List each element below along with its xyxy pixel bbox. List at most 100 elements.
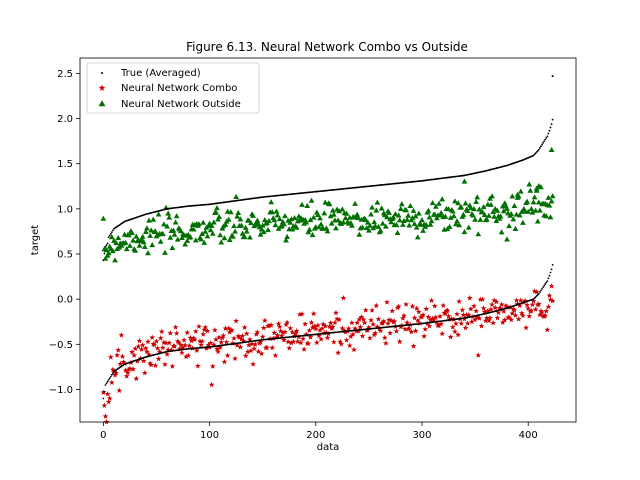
point-combo [219,335,226,341]
point-outside [528,205,535,211]
x-tick-label: 200 [306,430,325,441]
point-outside [144,225,150,231]
point-combo [106,395,113,401]
point-true [546,280,549,282]
point-combo [258,350,265,357]
point-true [548,274,551,277]
point-outside [546,202,553,208]
point-combo [214,345,220,352]
point-combo [257,339,264,345]
point-outside [442,213,449,219]
point-combo [129,349,135,355]
point-combo [119,353,126,359]
point-outside [299,201,305,207]
point-combo [277,328,284,334]
point-combo [432,314,439,320]
point-combo [173,330,180,336]
point-combo [520,312,526,319]
point-combo [406,325,413,332]
point-outside [403,207,409,213]
point-combo [359,333,366,339]
point-outside [525,208,532,214]
y-tick-label: 1.0 [57,204,73,215]
point-outside [127,242,133,248]
point-outside [537,207,543,213]
point-combo [468,305,474,312]
point-outside [428,218,435,224]
point-combo [166,339,173,346]
point-combo [441,310,448,316]
point-combo [408,328,415,335]
point-combo [356,316,363,322]
point-combo [307,334,314,340]
point-outside [455,200,461,206]
point-outside [425,207,432,213]
point-combo [528,307,535,314]
legend-box [86,62,260,114]
point-combo [516,302,523,309]
point-combo [469,318,475,325]
point-combo [180,344,186,350]
point-combo [483,315,490,321]
point-outside [283,237,289,243]
point-outside [488,201,494,207]
point-combo [368,317,374,323]
point-outside [436,200,442,206]
point-true [548,129,551,132]
point-combo [415,308,422,315]
point-outside [374,199,381,205]
point-combo [354,319,361,326]
point-combo [104,390,111,397]
point-combo [182,342,188,348]
point-outside [303,219,310,225]
point-combo [395,303,402,309]
point-combo [352,325,358,331]
point-true [533,153,536,156]
point-combo [242,352,249,359]
point-outside [242,224,249,230]
point-outside [460,211,467,217]
point-combo [429,315,436,321]
point-outside [218,239,225,245]
point-outside [549,193,556,199]
point-combo [473,308,480,314]
point-combo [497,305,504,311]
point-true [104,384,107,386]
point-combo [144,348,150,355]
point-outside [150,216,157,222]
legend-label-neural-network-outside: Neural Network Outside [121,99,241,110]
point-combo [148,361,155,368]
point-outside [169,244,176,251]
point-outside [384,214,390,220]
point-combo [289,329,296,335]
point-combo [345,325,352,332]
point-outside [534,218,541,224]
point-outside [529,209,536,215]
point-outside [479,209,486,215]
point-true [549,271,552,274]
point-combo [327,319,334,326]
point-combo [526,313,533,319]
plot-area [80,58,576,422]
point-combo [221,358,228,365]
point-outside [225,216,232,222]
point-combo [167,330,174,336]
point-combo [414,317,421,323]
chart-title: Figure 6.13. Neural Network Combo vs Out… [186,40,468,54]
point-combo [232,355,238,362]
point-combo [333,309,339,316]
point-outside [377,227,384,233]
point-true [110,373,113,376]
point-combo [207,340,214,346]
point-true [542,286,544,289]
point-outside [328,220,335,226]
point-outside [433,215,440,221]
point-combo [411,314,418,321]
point-combo [276,323,283,330]
point-combo [134,358,141,364]
point-combo [208,381,215,388]
point-outside [364,219,371,225]
point-outside [392,211,399,217]
data-points [100,75,556,425]
point-outside [113,239,119,246]
